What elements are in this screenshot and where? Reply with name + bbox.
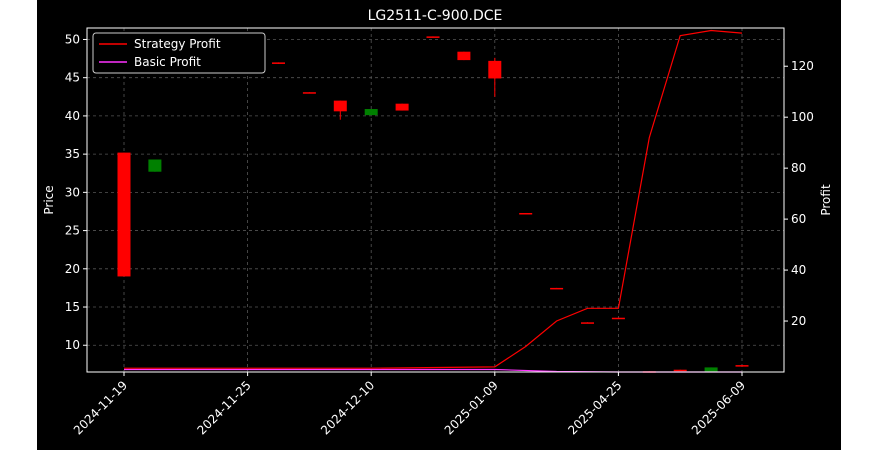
candle	[550, 287, 564, 290]
legend-box	[92, 32, 266, 74]
candle-body	[488, 60, 502, 79]
candle	[673, 369, 687, 372]
legend-label-basic: Basic Profit	[134, 55, 201, 69]
candle-body	[148, 159, 162, 172]
candle	[302, 92, 316, 94]
grid-lines	[87, 28, 784, 372]
candle	[488, 57, 502, 97]
candlestick-chart: 10 15 20 25 30 35 40 45 50 20 40 60 80 100 120 2024-1…	[42, 8, 833, 437]
y-tick-label: 30	[65, 185, 80, 199]
chart-figure: 10 15 20 25 30 35 40 45 50 20 40 60 80 100 120 2024-1…	[37, 0, 841, 450]
candle-body	[581, 322, 594, 324]
y-tick-label: 45	[65, 71, 80, 85]
candle-body	[302, 92, 316, 94]
candle-body	[272, 62, 285, 64]
y2-tick-label: 120	[791, 59, 814, 73]
candle	[117, 152, 131, 277]
candle-body	[735, 365, 749, 367]
candle	[148, 159, 162, 172]
candle-body	[333, 100, 347, 112]
y2-tick-label: 40	[791, 263, 806, 277]
x-tick-label: 2025-04-25	[565, 378, 624, 437]
y2-tick-label: 20	[791, 314, 806, 328]
candle-body	[457, 51, 471, 61]
y-tick-label: 20	[65, 262, 80, 276]
candle	[364, 109, 378, 116]
candle	[519, 212, 533, 215]
x-tick-label: 2024-11-25	[195, 378, 254, 437]
candle	[272, 62, 285, 64]
x-tick-label: 2024-11-19	[71, 378, 130, 437]
candle	[581, 322, 594, 324]
candle	[704, 367, 718, 372]
candle-body	[704, 367, 718, 372]
candle-body	[426, 36, 440, 38]
candle	[333, 100, 347, 120]
y-tick-label: 35	[65, 147, 80, 161]
candle	[611, 317, 625, 320]
y2-tick-label: 60	[791, 212, 806, 226]
y-tick-label: 50	[65, 32, 80, 46]
chart-title: LG2511-C-900.DCE	[368, 8, 503, 24]
x-tick-label: 2025-06-09	[689, 378, 748, 437]
y-tick-label: 40	[65, 109, 80, 123]
candle	[735, 365, 749, 367]
candles	[117, 36, 749, 373]
y-axis-profit: 20 40 60 80 100 120	[784, 59, 814, 328]
candle-body	[673, 369, 687, 372]
y-axis-label: Price	[42, 185, 56, 214]
profit-lines	[124, 29, 743, 373]
legend: Strategy Profit Basic Profit	[92, 32, 266, 74]
y2-axis-label: Profit	[819, 184, 833, 216]
line-strategy-profit	[124, 29, 743, 369]
candle-body	[611, 317, 625, 320]
candle-body	[550, 287, 564, 290]
plot-frame	[86, 27, 785, 373]
candle	[426, 36, 440, 38]
candle-body	[519, 212, 533, 215]
candle	[457, 51, 471, 61]
candle-body	[117, 152, 131, 277]
y-tick-label: 25	[65, 224, 80, 238]
candle-body	[395, 103, 409, 111]
y2-tick-label: 100	[791, 110, 814, 124]
y-axis-price: 10 15 20 25 30 35 40 45 50	[65, 32, 87, 352]
x-axis: 2024-11-19 2024-11-25 2024-12-10 2025-01-09…	[71, 372, 748, 437]
y-tick-label: 15	[65, 300, 80, 314]
candle-body	[364, 109, 378, 116]
y-tick-label: 10	[65, 338, 80, 352]
x-tick-label: 2025-01-09	[442, 378, 501, 437]
legend-label-strategy: Strategy Profit	[134, 37, 221, 51]
x-tick-label: 2024-12-10	[318, 378, 377, 437]
candle	[395, 103, 409, 111]
y2-tick-label: 80	[791, 161, 806, 175]
